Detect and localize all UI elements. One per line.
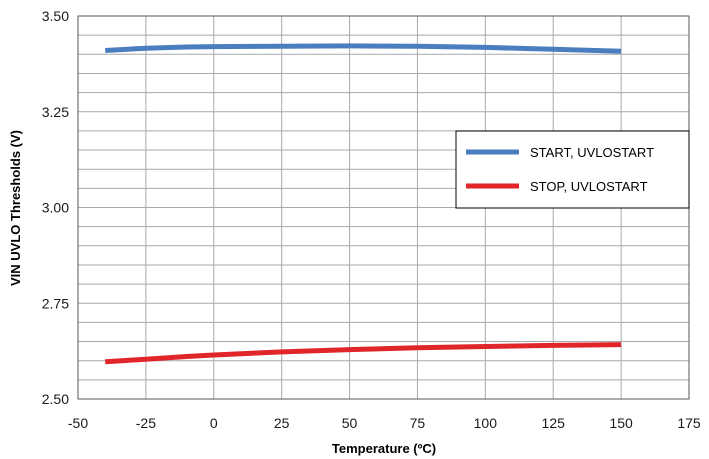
series-line-0 bbox=[105, 43, 622, 54]
series-layer bbox=[105, 43, 622, 365]
series-line-1 bbox=[105, 342, 622, 365]
y-axis-title: VIN UVLO Thresholds (V) bbox=[8, 130, 23, 286]
x-tick-label: 0 bbox=[210, 415, 218, 431]
x-tick-label: 100 bbox=[474, 415, 498, 431]
y-axis-ticks: 2.50 2.75 3.00 3.25 3.50 bbox=[42, 8, 69, 407]
legend-label-start: START, UVLOSTART bbox=[530, 145, 654, 160]
y-tick-label: 3.25 bbox=[42, 104, 69, 120]
y-tick-label: 3.00 bbox=[42, 200, 69, 216]
x-tick-label: 25 bbox=[274, 415, 290, 431]
x-tick-label: -25 bbox=[136, 415, 156, 431]
legend-label-stop: STOP, UVLOSTART bbox=[530, 179, 648, 194]
x-axis-ticks: -50 -25 0 25 50 75 100 125 150 175 bbox=[68, 415, 701, 431]
x-tick-label: 125 bbox=[542, 415, 566, 431]
x-tick-label: 75 bbox=[410, 415, 426, 431]
x-tick-label: 175 bbox=[677, 415, 701, 431]
y-tick-label: 3.50 bbox=[42, 8, 69, 24]
x-tick-label: 150 bbox=[609, 415, 633, 431]
y-tick-label: 2.50 bbox=[42, 391, 69, 407]
legend: START, UVLOSTART STOP, UVLOSTART bbox=[455, 130, 690, 209]
x-axis-title: Temperature (ºC) bbox=[332, 441, 436, 456]
y-tick-label: 2.75 bbox=[42, 295, 69, 311]
legend-box bbox=[455, 130, 690, 209]
x-tick-label: 50 bbox=[342, 415, 358, 431]
x-tick-label: -50 bbox=[68, 415, 88, 431]
